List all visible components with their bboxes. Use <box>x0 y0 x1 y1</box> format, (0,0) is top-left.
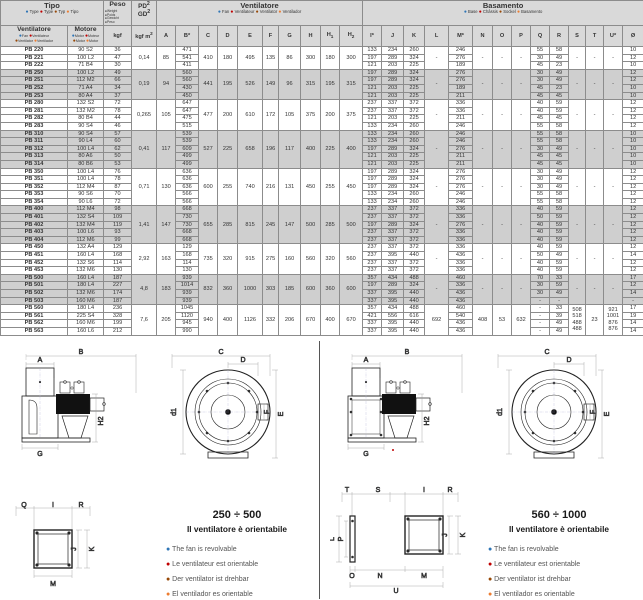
svg-text:B: B <box>79 349 84 356</box>
svg-text:D: D <box>566 357 571 364</box>
svg-text:F: F <box>590 409 597 413</box>
svg-text:K: K <box>460 532 467 537</box>
svg-text:H2: H2 <box>98 416 105 425</box>
svg-text:O: O <box>349 573 355 580</box>
svg-text:H2: H2 <box>424 416 431 425</box>
svg-text:C: C <box>218 349 223 356</box>
svg-text:U: U <box>393 588 398 594</box>
svg-text:B: B <box>405 349 410 356</box>
svg-text:J: J <box>71 547 78 551</box>
svg-text:R: R <box>78 502 83 509</box>
svg-text:K: K <box>89 546 96 551</box>
svg-text:d1: d1 <box>497 408 504 416</box>
svg-text:C: C <box>544 349 549 356</box>
svg-text:S: S <box>376 487 381 494</box>
svg-text:M: M <box>421 573 427 580</box>
svg-text:F: F <box>264 409 271 413</box>
svg-text:T: T <box>345 487 350 494</box>
svg-text:J: J <box>442 533 449 537</box>
svg-text:D: D <box>240 357 245 364</box>
svg-text:I: I <box>423 487 425 494</box>
svg-text:G: G <box>37 451 42 458</box>
svg-text:L: L <box>330 537 336 541</box>
svg-text:R: R <box>447 487 452 494</box>
svg-text:I: I <box>52 502 54 509</box>
svg-text:P: P <box>338 536 345 541</box>
svg-text:E: E <box>604 411 611 416</box>
svg-text:A: A <box>364 357 369 364</box>
svg-text:Q: Q <box>21 502 27 509</box>
svg-text:G: G <box>363 451 368 458</box>
svg-text:N: N <box>377 573 382 580</box>
svg-text:d1: d1 <box>171 408 178 416</box>
svg-text:E: E <box>278 411 285 416</box>
svg-text:M: M <box>50 581 56 588</box>
svg-text:A: A <box>38 357 43 364</box>
